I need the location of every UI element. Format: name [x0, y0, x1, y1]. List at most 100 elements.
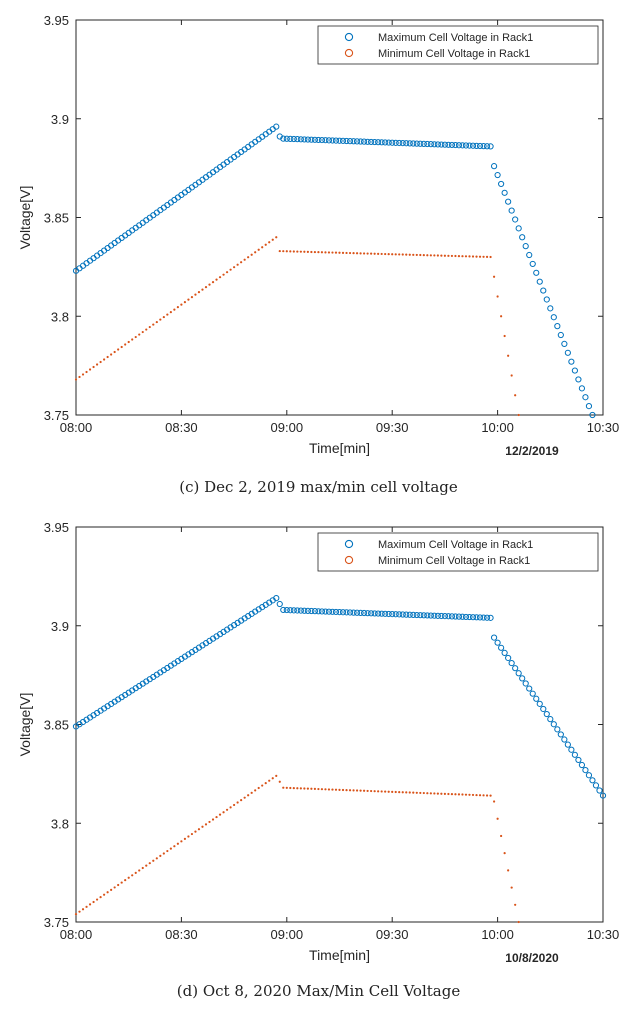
data-point — [296, 250, 299, 253]
data-point — [422, 791, 425, 795]
data-point — [152, 859, 155, 862]
data-point — [543, 296, 550, 303]
data-point — [176, 306, 179, 309]
data-point — [391, 790, 394, 793]
data-point — [487, 143, 494, 150]
data-point — [113, 886, 116, 889]
data-point — [236, 801, 239, 804]
data-point — [483, 143, 491, 150]
data-point — [282, 250, 285, 253]
data-point — [455, 613, 463, 620]
data-point — [341, 788, 345, 792]
legend-label: Maximum Cell Voltage in Rack1 — [378, 32, 533, 44]
data-point — [282, 786, 285, 789]
data-point — [417, 612, 424, 619]
data-point — [88, 903, 92, 906]
data-point — [522, 243, 529, 250]
data-point — [489, 255, 492, 259]
data-point — [159, 854, 162, 857]
data-point — [478, 255, 482, 258]
data-point — [471, 793, 475, 797]
data-point — [294, 607, 301, 614]
data-point — [215, 815, 218, 819]
y-tick-label: 3.75 — [44, 408, 69, 423]
data-point — [236, 263, 239, 266]
data-point — [436, 254, 439, 257]
data-point — [299, 787, 302, 790]
data-point — [169, 310, 172, 314]
data-point — [271, 777, 274, 780]
data-point — [339, 137, 347, 144]
data-point — [336, 137, 343, 144]
data-point — [492, 800, 496, 803]
data-point — [473, 142, 480, 149]
data-point — [480, 143, 487, 150]
y-tick-label: 3.85 — [44, 211, 69, 226]
data-point — [443, 792, 446, 795]
data-point — [338, 788, 341, 791]
data-point — [315, 136, 322, 144]
data-point — [415, 253, 418, 257]
data-point — [413, 140, 420, 147]
data-point — [283, 135, 290, 142]
series-min — [74, 774, 520, 924]
data-point — [457, 793, 461, 796]
data-point — [522, 680, 529, 687]
data-point — [350, 609, 357, 616]
data-point — [345, 789, 348, 792]
data-point — [445, 141, 452, 148]
chart-panel-c: 08:00 08:30 09:00 09:30 10:00 10:30 3.75 3.8 3.8… — [0, 0, 637, 507]
legend-marker-max-icon — [344, 539, 354, 549]
data-point — [403, 140, 410, 147]
data-point — [325, 137, 333, 144]
data-point — [415, 791, 418, 794]
y-tick-label: 3.8 — [51, 816, 69, 831]
data-point — [396, 139, 403, 147]
data-point — [433, 792, 436, 795]
data-point — [426, 792, 429, 795]
data-point — [494, 639, 501, 646]
data-point — [490, 634, 498, 641]
data-point — [412, 253, 415, 256]
data-point — [127, 876, 130, 879]
data-point — [433, 254, 436, 257]
data-point — [99, 360, 102, 364]
data-point — [308, 607, 315, 615]
data-point — [392, 139, 399, 146]
data-point — [391, 253, 394, 256]
data-point — [362, 789, 366, 792]
data-point — [183, 301, 187, 304]
data-point — [589, 777, 596, 784]
data-point — [141, 330, 144, 334]
data-point — [489, 794, 492, 797]
data-point — [503, 334, 506, 338]
data-point — [366, 252, 369, 255]
data-point — [317, 787, 320, 791]
data-point — [431, 612, 438, 619]
data-point — [303, 787, 306, 790]
data-point — [138, 869, 141, 872]
data-point — [268, 241, 271, 244]
data-point — [380, 790, 383, 793]
data-point — [233, 803, 236, 807]
data-point — [450, 254, 454, 258]
data-point — [398, 791, 401, 794]
data-point — [301, 136, 308, 143]
data-point — [355, 252, 359, 255]
data-point — [441, 141, 448, 148]
data-point — [169, 847, 172, 850]
data-point — [289, 786, 292, 790]
data-point — [473, 614, 480, 621]
data-point — [380, 252, 383, 256]
data-point — [273, 123, 280, 130]
data-point — [306, 787, 309, 790]
data-point — [360, 609, 368, 617]
data-point — [250, 253, 253, 256]
data-point — [568, 358, 575, 365]
data-point — [318, 136, 326, 144]
y-tick-label: 3.75 — [44, 915, 69, 930]
data-point — [440, 254, 443, 257]
data-point — [514, 394, 517, 397]
data-point — [311, 136, 319, 143]
x-axis-label: Time[min] — [309, 947, 370, 963]
